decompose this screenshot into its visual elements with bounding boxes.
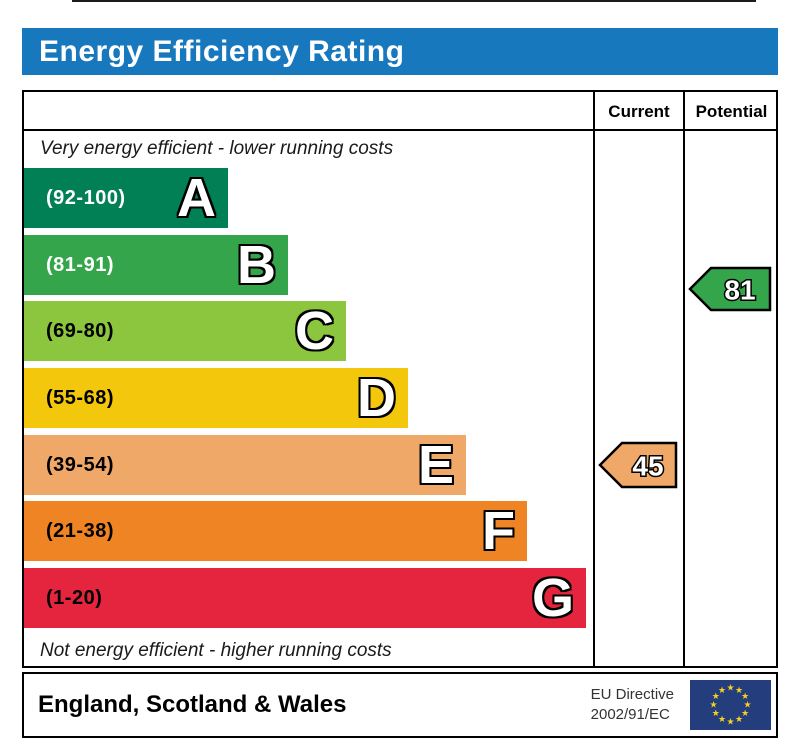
band-e: (39-54) E: [24, 435, 466, 495]
eu-directive-line1: EU Directive: [590, 685, 674, 703]
band-c-range: (69-80): [46, 319, 114, 342]
band-c: (69-80) C: [24, 301, 346, 361]
top-border-artifact: [72, 0, 756, 2]
potential-arrow-shape: [688, 266, 772, 312]
table-header-row: [24, 92, 776, 131]
band-e-letter: E: [417, 435, 454, 495]
eu-directive-label: EU Directive 2002/91/EC: [591, 685, 674, 726]
band-f-letter: F: [482, 501, 515, 561]
band-b: (81-91) B: [24, 235, 288, 295]
band-c-letter: C: [295, 301, 334, 361]
band-f-range: (21-38): [46, 519, 114, 542]
eu-flag-icon: ★ ★ ★ ★ ★ ★ ★ ★ ★ ★ ★ ★: [690, 680, 771, 730]
current-value: 45: [632, 451, 663, 482]
page-title: Energy Efficiency Rating: [39, 34, 405, 68]
band-d: (55-68) D: [24, 368, 408, 428]
potential-column-header: Potential: [695, 102, 768, 121]
rating-table: Current Potential Very energy efficient …: [22, 90, 778, 668]
band-d-range: (55-68): [46, 386, 114, 409]
current-arrow: 45: [598, 441, 678, 489]
title-bar: Energy Efficiency Rating: [22, 28, 778, 75]
band-g: (1-20) G: [24, 568, 586, 628]
eu-directive-line2: 2002/91/EC: [590, 706, 670, 723]
current-arrow-shape: [598, 441, 678, 489]
current-column-divider: [593, 92, 595, 666]
potential-arrow: 81: [688, 266, 772, 312]
region-label: England, Scotland & Wales: [38, 691, 347, 718]
bottom-note: Not energy efficient - higher running co…: [40, 640, 392, 661]
band-a-range: (92-100): [46, 186, 126, 209]
current-column-header: Current: [608, 102, 670, 121]
band-e-range: (39-54): [46, 453, 114, 476]
potential-column-divider: [683, 92, 685, 666]
band-b-letter: B: [237, 235, 276, 295]
band-g-range: (1-20): [46, 586, 103, 609]
band-d-letter: D: [357, 368, 396, 428]
top-note: Very energy efficient - lower running co…: [40, 138, 394, 159]
band-a-letter: A: [177, 168, 216, 228]
footer-bar: England, Scotland & Wales EU Directive 2…: [22, 672, 778, 738]
band-g-letter: G: [531, 568, 574, 628]
band-a: (92-100) A: [24, 168, 228, 228]
band-b-range: (81-91): [46, 253, 114, 276]
band-f: (21-38) F: [24, 501, 527, 561]
potential-value: 81: [724, 275, 755, 306]
